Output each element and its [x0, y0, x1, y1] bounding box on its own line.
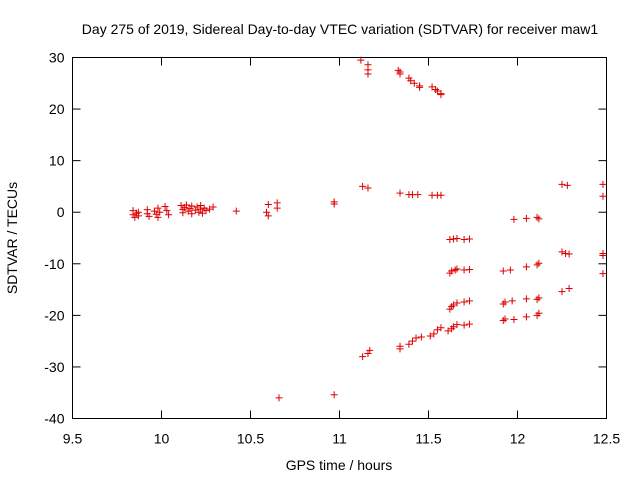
data-point: [461, 298, 468, 305]
data-point: [437, 192, 444, 199]
data-point: [263, 209, 270, 216]
data-point: [562, 250, 569, 257]
y-tick-label: 20: [49, 101, 65, 117]
data-point: [395, 67, 402, 74]
data-point: [397, 190, 404, 197]
data-point: [509, 297, 516, 304]
x-tick-label: 10: [154, 431, 170, 447]
data-point: [534, 261, 541, 268]
axis-ticks: [73, 58, 607, 419]
data-point: [364, 71, 371, 78]
data-point: [461, 266, 468, 273]
data-point: [466, 266, 473, 273]
plot-area: [73, 57, 607, 419]
data-point: [523, 215, 530, 222]
data-point: [523, 313, 530, 320]
data-point: [502, 315, 509, 322]
x-tick-label: 11.5: [415, 431, 441, 447]
data-point: [450, 236, 457, 243]
data-point: [364, 184, 371, 191]
data-point: [523, 295, 530, 302]
data-point: [437, 91, 444, 98]
data-point: [405, 341, 412, 348]
data-point: [507, 266, 514, 273]
data-point: [446, 236, 453, 243]
y-tick-label: 30: [49, 50, 65, 66]
y-tick-labels: -40 -30 -20 -10 0 10 20 30: [44, 50, 64, 427]
data-point: [564, 182, 571, 189]
data-point: [414, 191, 421, 198]
data-point: [418, 334, 425, 341]
data-point: [416, 84, 423, 91]
data-point: [275, 394, 282, 401]
data-point: [163, 207, 170, 214]
data-point: [599, 181, 606, 188]
data-point: [466, 236, 473, 243]
data-point: [466, 297, 473, 304]
data-point: [559, 248, 566, 255]
x-tick-label: 12.5: [593, 431, 620, 447]
y-tick-label: 0: [57, 204, 65, 220]
data-markers: [130, 57, 607, 402]
data-point: [366, 347, 373, 354]
x-tick-label: 9.5: [63, 431, 83, 447]
data-point: [535, 294, 542, 301]
data-point: [364, 350, 371, 357]
y-axis-label: SDTVAR / TECUs: [4, 182, 20, 294]
data-point: [534, 214, 541, 221]
data-point: [599, 270, 606, 277]
data-point: [566, 250, 573, 257]
data-point: [165, 211, 172, 218]
sdtvar-scatter-chart: Day 275 of 2019, Sidereal Day-to-day VTE…: [0, 0, 640, 480]
data-point: [453, 235, 460, 242]
data-point: [154, 214, 161, 221]
data-point: [534, 296, 541, 303]
data-point: [535, 215, 542, 222]
data-point: [359, 183, 366, 190]
data-point: [559, 288, 566, 295]
data-point: [162, 203, 169, 210]
data-point: [265, 201, 272, 208]
y-tick-label: -10: [44, 256, 64, 272]
data-point: [144, 206, 151, 213]
y-tick-label: 10: [49, 153, 65, 169]
data-point: [154, 205, 161, 212]
y-tick-label: -20: [44, 307, 64, 323]
y-tick-label: -30: [44, 359, 64, 375]
plot-frame: [73, 58, 607, 419]
data-point: [566, 285, 573, 292]
y-tick-label: -40: [44, 411, 64, 427]
data-point: [535, 260, 542, 267]
data-point: [151, 208, 158, 215]
data-point: [599, 193, 606, 200]
data-point: [523, 263, 530, 270]
data-point: [233, 208, 240, 215]
data-point: [452, 266, 459, 273]
data-point: [500, 268, 507, 275]
chart-title: Day 275 of 2019, Sidereal Day-to-day VTE…: [82, 21, 599, 37]
x-tick-label: 12: [510, 431, 526, 447]
data-point: [510, 216, 517, 223]
data-point: [559, 181, 566, 188]
x-axis-label: GPS time / hours: [286, 457, 393, 473]
x-tick-label: 11: [332, 431, 347, 447]
data-point: [500, 317, 507, 324]
data-point: [510, 316, 517, 323]
data-point: [359, 353, 366, 360]
data-point: [409, 338, 416, 345]
data-point: [265, 212, 272, 219]
data-point: [466, 321, 473, 328]
x-tick-label: 10.5: [237, 431, 264, 447]
data-point: [413, 335, 420, 342]
data-point: [461, 236, 468, 243]
x-tick-labels: 9.5 10 10.5 11 11.5 12 12.5: [63, 431, 621, 447]
data-point: [331, 391, 338, 398]
data-point: [461, 322, 468, 329]
data-point: [274, 199, 281, 206]
data-point: [179, 209, 186, 216]
